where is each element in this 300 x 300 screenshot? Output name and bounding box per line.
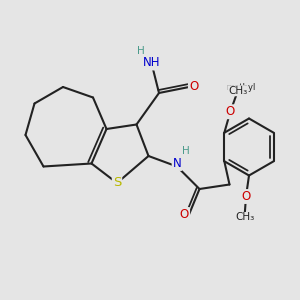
- Text: NH: NH: [143, 56, 160, 70]
- Text: CH₃: CH₃: [235, 212, 254, 223]
- Text: methyl: methyl: [226, 83, 256, 92]
- Text: CH₃: CH₃: [228, 86, 248, 96]
- Text: H: H: [182, 146, 190, 157]
- Text: S: S: [113, 176, 121, 190]
- Text: N: N: [172, 157, 182, 170]
- Text: O: O: [226, 105, 235, 118]
- Text: H: H: [137, 46, 145, 56]
- Text: O: O: [242, 190, 250, 203]
- Text: O: O: [180, 208, 189, 221]
- Text: O: O: [189, 80, 198, 94]
